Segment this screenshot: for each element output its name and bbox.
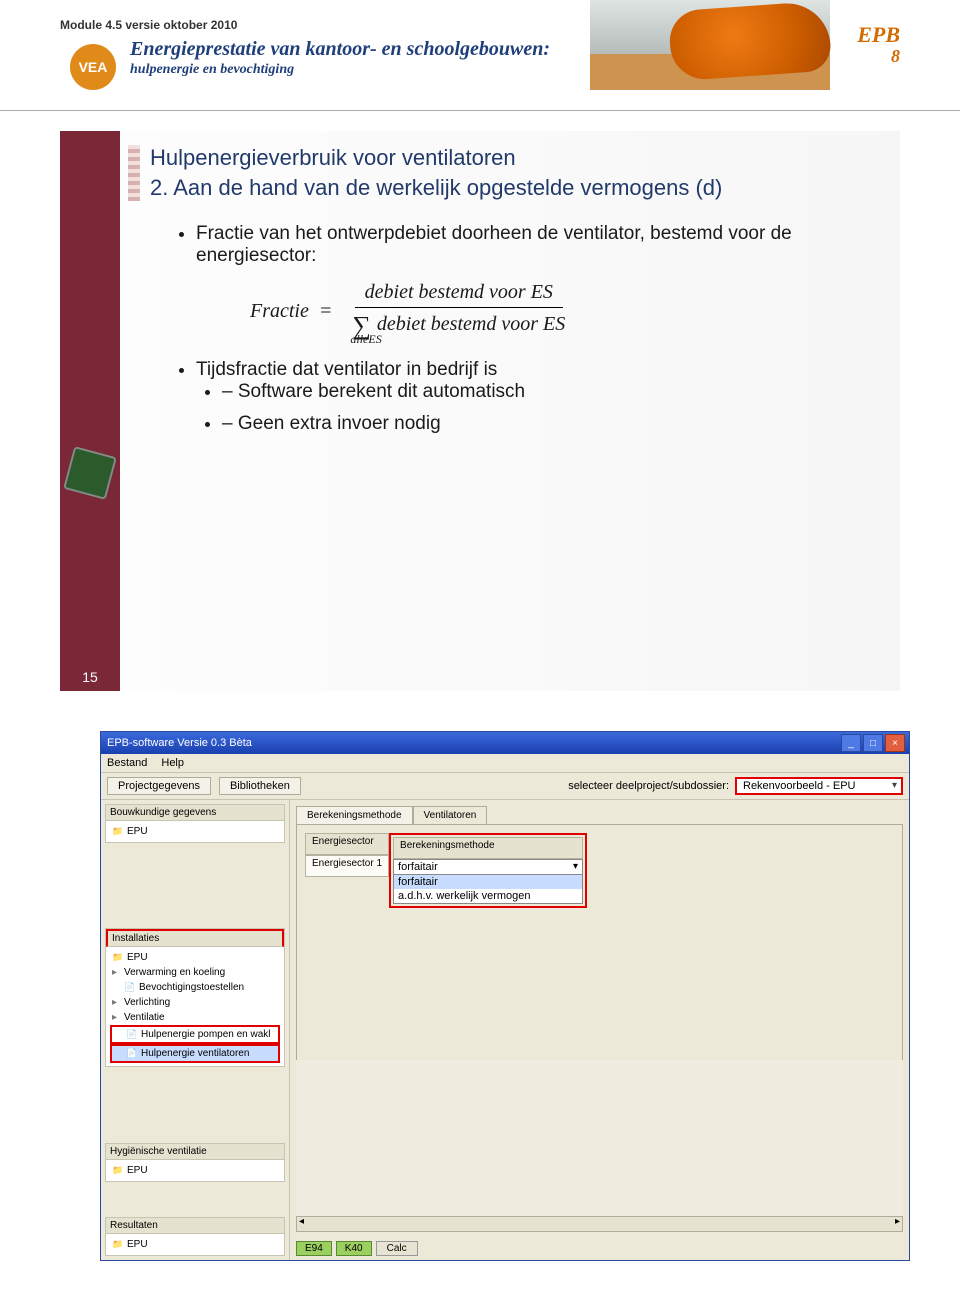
bibliotheken-button[interactable]: Bibliotheken (219, 777, 301, 795)
title-accent-bar (128, 145, 140, 201)
formula-fraction: debiet bestemd voor ES ∑debiet bestemd v… (342, 281, 575, 341)
method-highlight: Berekeningsmethode forfaitair forfaitair… (389, 833, 587, 908)
calc-button[interactable]: Calc (376, 1241, 418, 1256)
module-label: Module 4.5 versie oktober 2010 (60, 18, 237, 32)
bullet-1: Fractie van het ontwerpdebiet doorheen d… (196, 223, 870, 267)
toolbar: Projectgegevens Bibliotheken selecteer d… (101, 773, 909, 800)
tree-bevochtiging[interactable]: Bevochtigingstoestellen (110, 980, 280, 995)
formula-lhs: Fractie (250, 300, 309, 323)
panel-bouwkundige-head[interactable]: Bouwkundige gegevens (106, 805, 284, 821)
tree-ventilatie[interactable]: Ventilatie (110, 1010, 280, 1025)
empty-canvas (296, 1060, 903, 1230)
tree-epu-1[interactable]: EPU (110, 824, 280, 839)
tree-epu-2[interactable]: EPU (110, 950, 280, 965)
app-body: Bouwkundige gegevens EPU Installaties EP… (101, 800, 909, 1260)
horizontal-scrollbar[interactable] (296, 1216, 903, 1232)
tab-ventilatoren[interactable]: Ventilatoren (413, 806, 488, 824)
maximize-button[interactable]: □ (863, 734, 883, 752)
header-photo (668, 1, 832, 82)
chip-e[interactable]: E94 (296, 1241, 332, 1256)
slide-title: Hulpenergieverbruik voor ventilatoren 2.… (150, 145, 880, 201)
page-header: Module 4.5 versie oktober 2010 VEA Energ… (0, 0, 960, 111)
panel-bouwkundige: Bouwkundige gegevens EPU (105, 804, 285, 843)
doc-title: Energieprestatie van kantoor- en schoolg… (130, 38, 550, 61)
vea-badge: VEA (70, 44, 116, 90)
dropdown-option-werkelijk[interactable]: a.d.h.v. werkelijk vermogen (394, 889, 582, 903)
col-energiesector-header: Energiesector (305, 833, 389, 855)
tab-berekeningsmethode[interactable]: Berekeningsmethode (296, 806, 413, 824)
slide-body: Fractie van het ontwerpdebiet doorheen d… (170, 223, 870, 445)
tree-verwarming[interactable]: Verwarming en koeling (110, 965, 280, 980)
chip-k[interactable]: K40 (336, 1241, 372, 1256)
bullet-2-text: Tijdsfractie dat ventilator in bedrijf i… (196, 359, 497, 380)
menu-help[interactable]: Help (161, 757, 184, 769)
tree-epu-4[interactable]: EPU (110, 1237, 280, 1252)
panel-hygienische-head[interactable]: Hygiënische ventilatie (106, 1144, 284, 1160)
tree-hulpenergie-ventilatoren[interactable]: Hulpenergie ventilatoren (110, 1044, 280, 1063)
window-titlebar[interactable]: EPB-software Versie 0.3 Bèta _ □ × (101, 732, 909, 754)
panel-installaties: Installaties EPU Verwarming en koeling B… (105, 928, 285, 1067)
subbullet-1: Software berekent dit automatisch (222, 381, 870, 403)
slide-title-line1: Hulpenergieverbruik voor ventilatoren (150, 145, 880, 171)
slide-sidebar: 15 (60, 131, 120, 691)
menu-bestand[interactable]: Bestand (107, 757, 147, 769)
subdossier-dropdown[interactable]: Rekenvoorbeeld - EPU (735, 777, 903, 795)
col-method-header: Berekeningsmethode (393, 837, 583, 859)
doc-subtitle: hulpenergie en bevochtiging (130, 62, 294, 78)
subdossier-selector: selecteer deelproject/subdossier: Rekenv… (568, 777, 903, 795)
formula: Fractie = debiet bestemd voor ES ∑debiet… (250, 281, 870, 341)
method-grid: Energiesector Energiesector 1 Berekening… (305, 833, 894, 908)
formula-denominator: ∑debiet bestemd voor ES alleES (342, 308, 575, 341)
menubar: Bestand Help (101, 754, 909, 773)
formula-den-subscript: alleES (350, 332, 381, 347)
method-dropdown[interactable]: forfaitair (393, 859, 583, 875)
close-button[interactable]: × (885, 734, 905, 752)
window-title: EPB-software Versie 0.3 Bèta (107, 737, 252, 749)
bullet-2: Tijdsfractie dat ventilator in bedrijf i… (196, 359, 870, 435)
slide-title-line2: 2. Aan de hand van de werkelijk opgestel… (150, 175, 880, 201)
panel-resultaten: Resultaten EPU (105, 1217, 285, 1256)
epb-label: EPB (857, 22, 900, 48)
formula-numerator: debiet bestemd voor ES (355, 281, 563, 308)
tree-verlichting[interactable]: Verlichting (110, 995, 280, 1010)
tab-bar: Berekeningsmethode Ventilatoren (296, 806, 903, 824)
tree-hulpenergie-pompen[interactable]: Hulpenergie pompen en wakl (110, 1025, 280, 1044)
tab-content: Energiesector Energiesector 1 Berekening… (296, 824, 903, 1062)
slide-number: 15 (60, 669, 120, 685)
panel-hygienische: Hygiënische ventilatie EPU (105, 1143, 285, 1182)
formula-den-text: debiet bestemd voor ES (377, 313, 565, 335)
dropdown-option-forfaitair[interactable]: forfaitair (394, 875, 582, 889)
software-window: EPB-software Versie 0.3 Bèta _ □ × Besta… (100, 731, 910, 1261)
formula-eq: = (319, 300, 333, 323)
minimize-button[interactable]: _ (841, 734, 861, 752)
panel-installaties-head[interactable]: Installaties (106, 929, 284, 947)
method-dropdown-list: forfaitair a.d.h.v. werkelijk vermogen (393, 874, 583, 904)
tree-epu-3[interactable]: EPU (110, 1163, 280, 1178)
projectgegevens-button[interactable]: Projectgegevens (107, 777, 211, 795)
epb-page-number: 8 (891, 46, 900, 67)
status-footer: E94 K40 Calc (296, 1241, 418, 1256)
selector-label: selecteer deelproject/subdossier: (568, 780, 729, 792)
subbullet-2: Geen extra invoer nodig (222, 413, 870, 435)
right-pane: Berekeningsmethode Ventilatoren Energies… (290, 800, 909, 1260)
panel-resultaten-head[interactable]: Resultaten (106, 1218, 284, 1234)
slide: 15 Hulpenergieverbruik voor ventilatoren… (60, 131, 900, 691)
left-panel: Bouwkundige gegevens EPU Installaties EP… (101, 800, 290, 1260)
row-energiesector-1[interactable]: Energiesector 1 (305, 855, 389, 877)
